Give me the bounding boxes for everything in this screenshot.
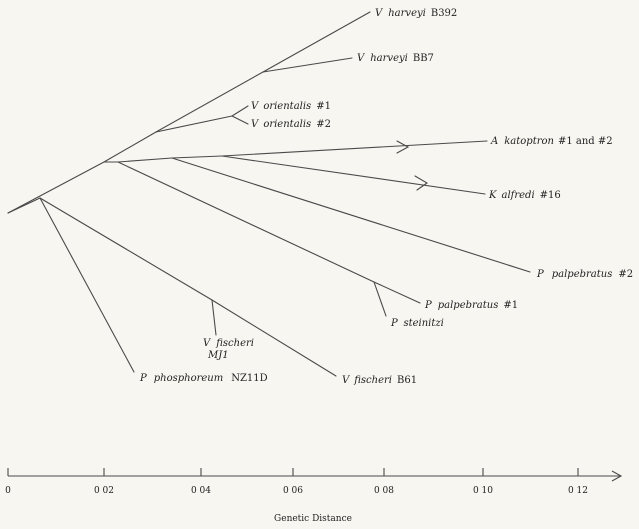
branch xyxy=(103,131,157,163)
branch xyxy=(7,161,105,214)
axis-tick-label: 0 04 xyxy=(191,486,211,496)
branch xyxy=(39,197,135,373)
distance-scale-axis xyxy=(7,468,623,482)
branch xyxy=(211,299,337,377)
branch xyxy=(117,157,173,163)
axis-tick-label: 0 08 xyxy=(374,486,394,496)
branch xyxy=(155,115,233,133)
axis-tick-label: 0 06 xyxy=(283,486,303,496)
branch xyxy=(155,71,264,133)
branch xyxy=(373,281,387,317)
branch xyxy=(221,155,486,195)
branch xyxy=(231,105,249,117)
branch xyxy=(171,157,531,273)
branch xyxy=(7,197,41,214)
arrowhead xyxy=(396,140,410,154)
arrowheads xyxy=(396,140,429,191)
axis-tick-label: 0 02 xyxy=(94,486,114,496)
branch xyxy=(262,11,371,73)
branch xyxy=(211,299,217,336)
axis-title: Genetic Distance xyxy=(274,514,352,524)
branch xyxy=(171,155,223,159)
axis-tick-label: 0 10 xyxy=(473,486,493,496)
axis-tick-label: 0 12 xyxy=(568,486,588,496)
taxon-label-v-fischeri-mj1-strain: MJ1 xyxy=(207,350,229,361)
axis-arrow xyxy=(611,470,623,482)
branch xyxy=(262,57,353,73)
tree-branches xyxy=(7,11,531,377)
branch xyxy=(231,115,249,125)
arrowhead xyxy=(414,175,429,191)
branch xyxy=(221,140,488,157)
branch xyxy=(117,161,375,283)
branch xyxy=(39,197,213,301)
axis-tick-labels: 0 0 02 0 04 0 06 0 08 0 10 0 12 xyxy=(5,486,588,496)
axis-tick-label: 0 xyxy=(5,486,11,496)
branch xyxy=(373,281,421,304)
